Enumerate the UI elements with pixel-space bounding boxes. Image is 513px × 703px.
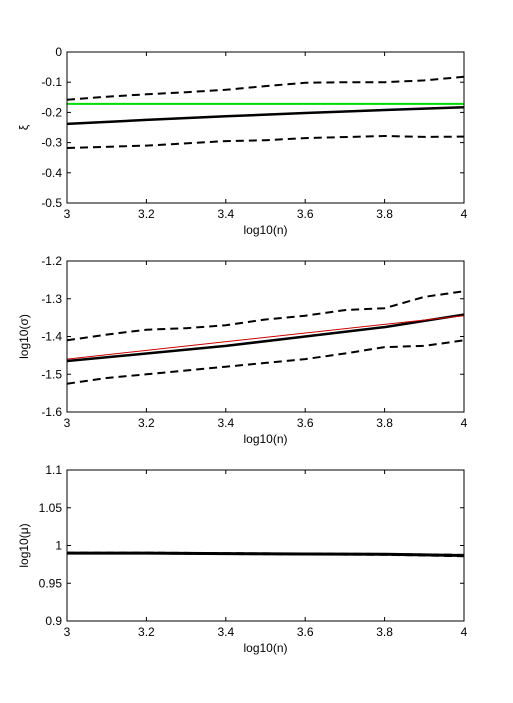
chart-panel-3: 3 3.2 3.4 3.6 3.8 4 0.9 0.95 1 1.05 1.1 log10(n) log… (17, 463, 468, 655)
y-tick-label: -1.5 (41, 367, 62, 381)
y-axis-label: log10(μ) (17, 523, 31, 567)
y-tick-label: -0.1 (41, 75, 62, 89)
plot-area (67, 261, 464, 412)
y-tick-label: -1.4 (41, 330, 62, 344)
x-tick-label: 3.4 (217, 625, 234, 639)
y-tick-label: -0.4 (41, 166, 62, 180)
series-line-3 (67, 551, 464, 557)
y-axis-label: log10(σ) (17, 314, 31, 359)
series-line-4 (67, 339, 464, 385)
y-axis-label: ξ (17, 124, 31, 130)
x-tick-label: 3 (64, 207, 71, 221)
x-tick-label: 3.4 (217, 207, 234, 221)
x-tick-label: 3 (64, 416, 71, 430)
x-tick-label: 3 (64, 625, 71, 639)
y-tick-label: 1 (55, 539, 62, 553)
y-tick-label: 0.9 (45, 614, 62, 628)
x-axis-label: log10(n) (243, 641, 287, 655)
plot-area (67, 470, 464, 621)
y-tick-label: -1.2 (41, 254, 62, 268)
x-tick-label: 3.6 (297, 625, 314, 639)
chart-panel-2: 3 3.2 3.4 3.6 3.8 4 -1.6 -1.5 -1.4 -1.3 -1.2 log10(… (17, 254, 468, 446)
y-tick-label: 1.05 (39, 501, 63, 515)
x-tick-label: 3.8 (376, 625, 393, 639)
y-tick-label: 0.95 (39, 576, 63, 590)
x-tick-label: 3.2 (138, 207, 155, 221)
x-tick-label: 4 (461, 207, 468, 221)
axes-box (66, 51, 465, 204)
plot-area (67, 52, 464, 203)
x-tick-label: 3.8 (376, 207, 393, 221)
x-axis-label: log10(n) (243, 432, 287, 446)
y-tick-label: -1.3 (41, 292, 62, 306)
y-tick-label: -0.5 (41, 196, 62, 210)
x-tick-label: 4 (461, 416, 468, 430)
x-tick-label: 4 (461, 625, 468, 639)
series-line-3 (67, 290, 464, 342)
x-tick-label: 3.2 (138, 625, 155, 639)
x-tick-label: 3.6 (297, 207, 314, 221)
y-tick-label: -0.3 (41, 136, 62, 150)
x-axis-label: log10(n) (243, 223, 287, 237)
chart-panel-1: 3 3.2 3.4 3.6 3.8 4 -0.5 -0.4 -0.3 -0.2 -0.1 0 log10… (17, 45, 468, 237)
y-tick-label: -0.2 (41, 105, 62, 119)
series-line-2 (67, 315, 464, 360)
series-line-1 (67, 313, 464, 363)
x-tick-label: 3.4 (217, 416, 234, 430)
y-tick-label: 0 (55, 45, 62, 59)
series-line-4 (67, 134, 464, 149)
y-tick-label: 1.1 (45, 463, 62, 477)
series-line-3 (67, 75, 464, 101)
series-line-2 (67, 106, 464, 126)
x-tick-label: 3.8 (376, 416, 393, 430)
x-tick-label: 3.6 (297, 416, 314, 430)
y-tick-label: -1.6 (41, 405, 62, 419)
x-tick-label: 3.2 (138, 416, 155, 430)
